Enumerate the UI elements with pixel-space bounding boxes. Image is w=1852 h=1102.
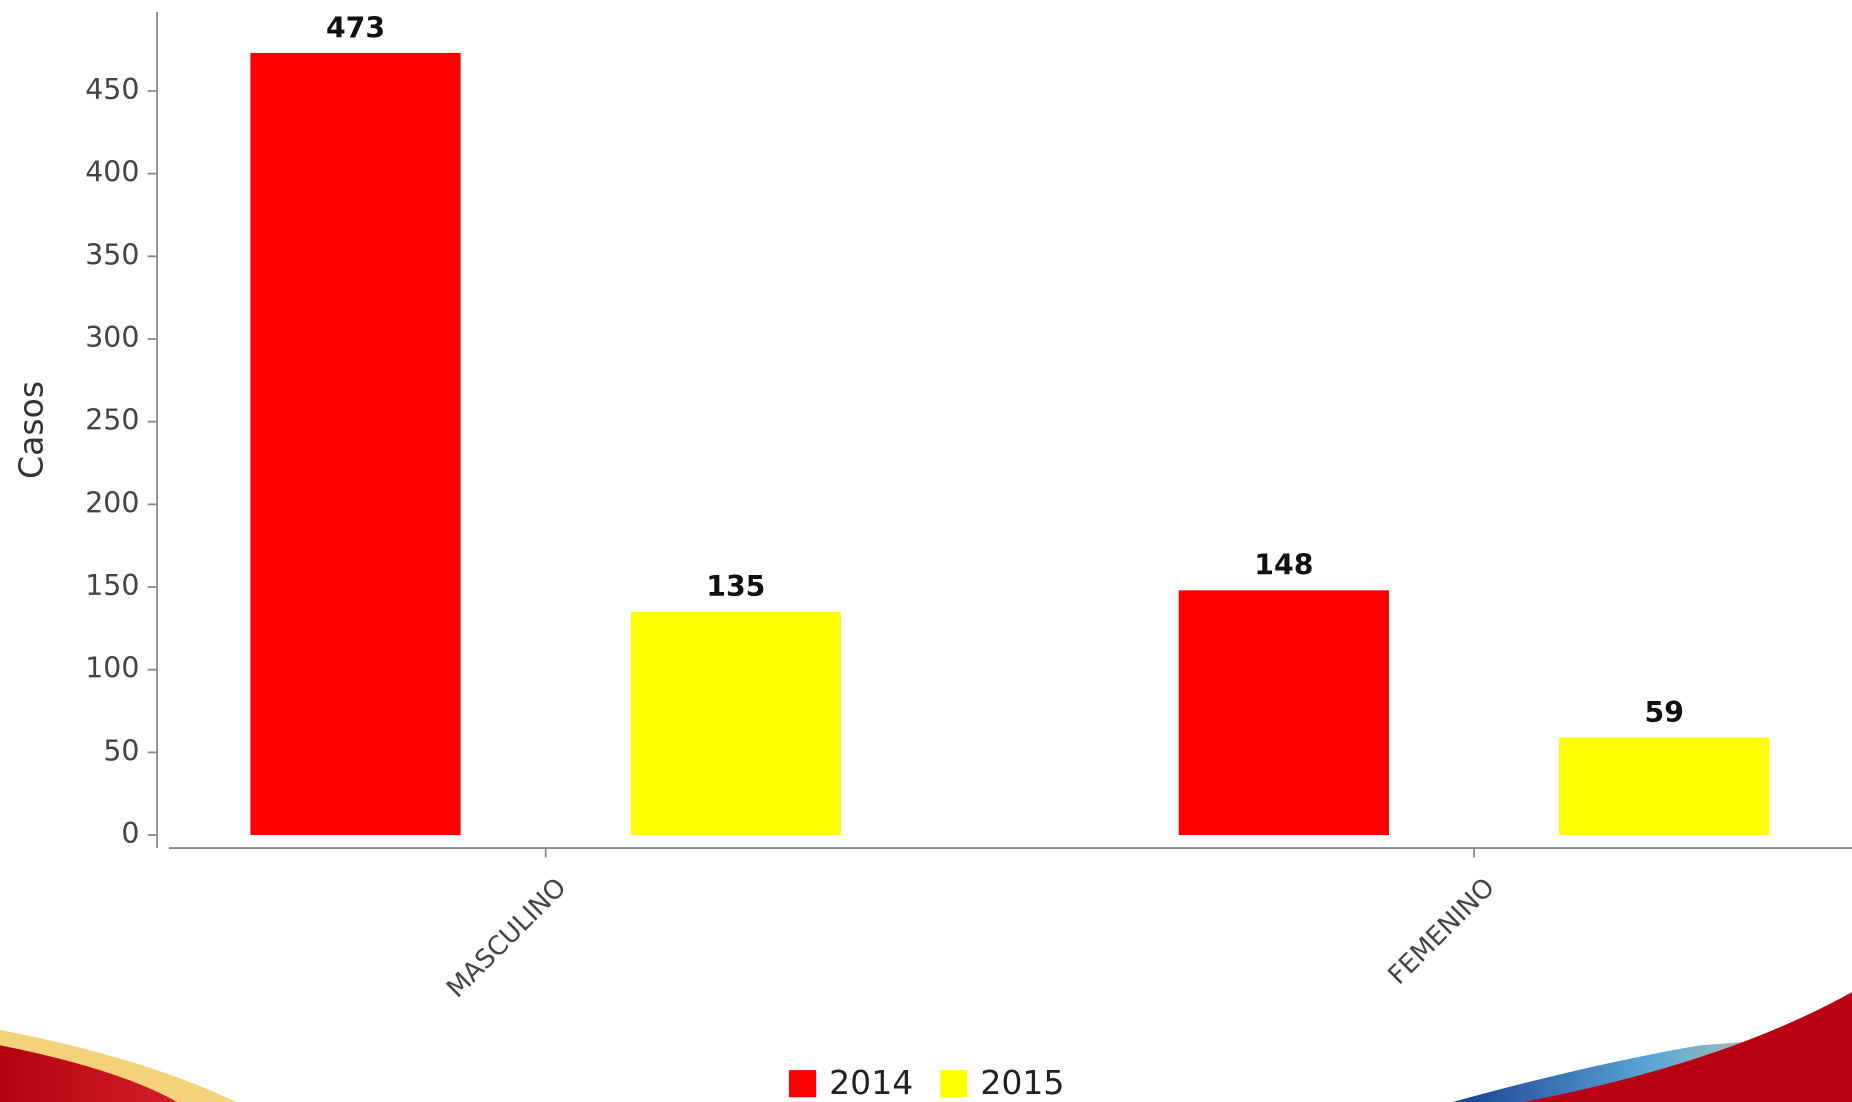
- value-label: 148: [1254, 549, 1313, 582]
- y-tick-label: 400: [85, 156, 139, 189]
- chart: Casos 0 50 100 150 200 250 300 350 400 450 MASCULI…: [0, 0, 1852, 1102]
- x-tick-label: MASCULINO: [441, 873, 572, 1004]
- page: {"chart_data": {"type": "bar", "y_label"…: [0, 0, 1852, 1102]
- y-tick-label: 150: [85, 569, 139, 602]
- bar: [1559, 737, 1769, 835]
- y-tick-label: 250: [85, 404, 139, 437]
- legend-swatch: [789, 1070, 816, 1097]
- y-tick-label: 350: [85, 238, 139, 271]
- y-tick-label: 100: [85, 652, 139, 685]
- y-tick-label: 200: [85, 486, 139, 519]
- legend-label: 2014: [829, 1063, 913, 1102]
- bar: [250, 53, 460, 835]
- y-tick-label: 0: [121, 817, 139, 850]
- bar: [1179, 590, 1389, 835]
- y-tick-label: 300: [85, 321, 139, 354]
- legend-label: 2015: [980, 1063, 1064, 1102]
- y-tick-label: 450: [85, 73, 139, 106]
- value-label: 473: [326, 11, 385, 44]
- value-label: 135: [706, 570, 765, 603]
- value-label: 59: [1644, 696, 1683, 729]
- legend-swatch: [940, 1070, 967, 1097]
- x-tick-label: FEMENINO: [1383, 873, 1501, 991]
- bar: [631, 612, 841, 835]
- y-tick-label: 50: [103, 734, 139, 767]
- y-axis-title: Casos: [12, 381, 51, 479]
